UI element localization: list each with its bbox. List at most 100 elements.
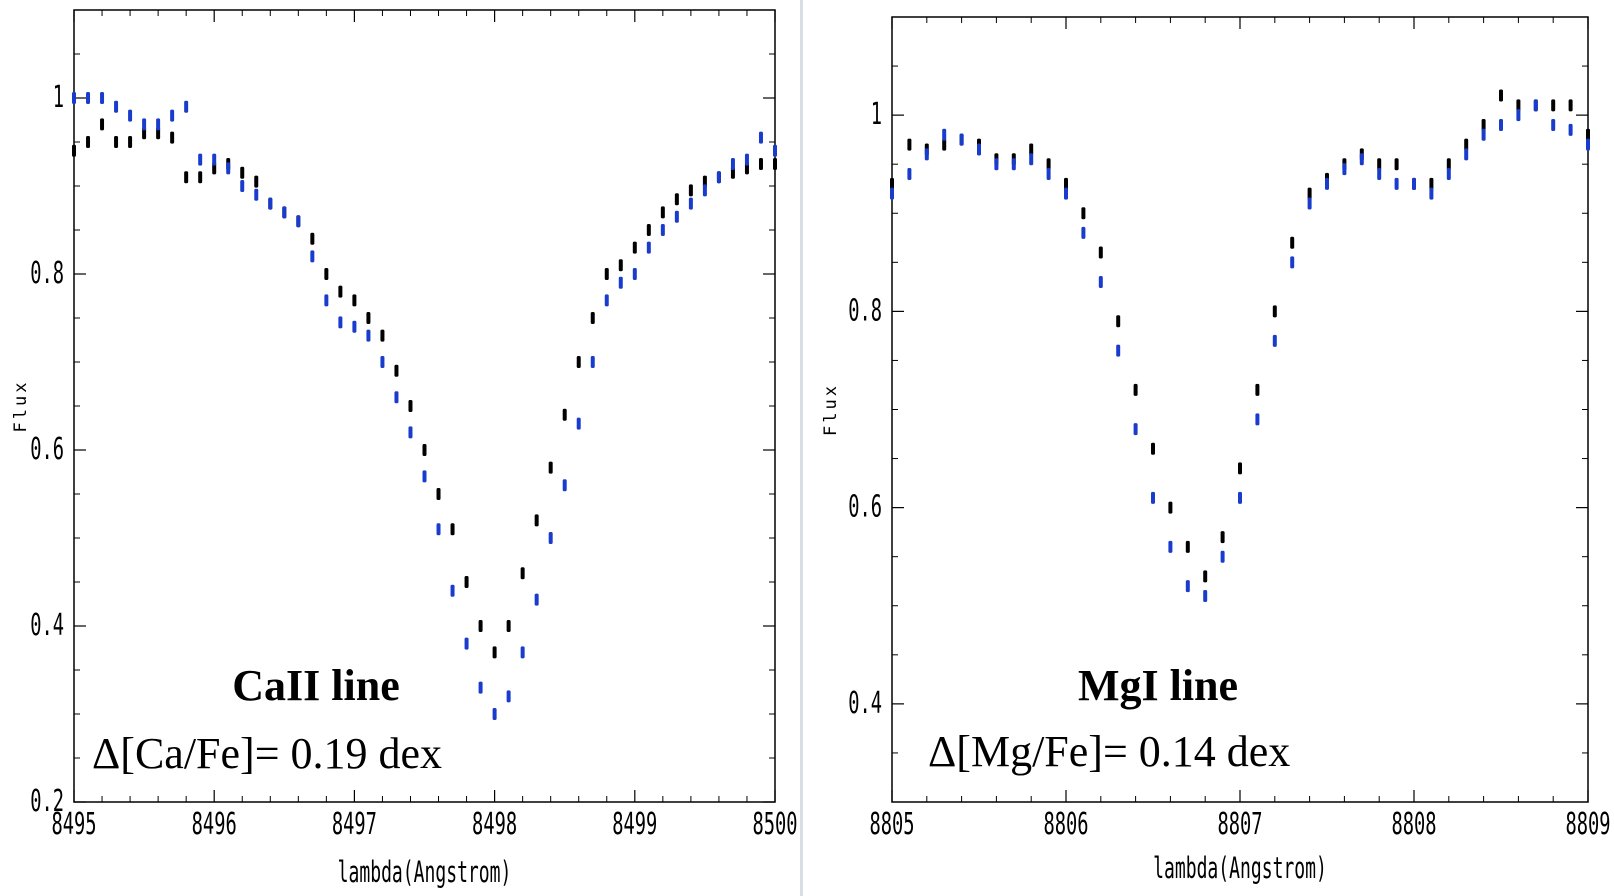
y-tick-label: 0.6	[848, 489, 882, 524]
data-point-black	[1203, 570, 1208, 583]
data-point-black	[1133, 383, 1138, 396]
data-point-black	[1568, 99, 1573, 112]
series-black	[890, 89, 1590, 583]
y-axis-title: Flux	[821, 383, 841, 436]
data-point-blue	[1081, 226, 1086, 239]
x-tick-label: 8805	[869, 806, 914, 841]
data-point-blue	[1533, 99, 1538, 112]
data-point-blue	[310, 250, 315, 263]
line-name-label: CaII line	[232, 661, 399, 710]
data-point-blue	[1220, 550, 1225, 563]
data-point-black	[576, 356, 581, 368]
data-point-blue	[170, 109, 175, 122]
data-point-blue	[688, 197, 693, 210]
data-point-blue	[1185, 580, 1190, 593]
data-point-black	[520, 567, 525, 580]
x-tick-label: 8496	[192, 806, 237, 841]
data-point-blue	[408, 426, 413, 439]
data-point-blue	[590, 356, 595, 368]
data-point-black	[1098, 246, 1103, 259]
data-point-blue	[254, 188, 259, 201]
data-point-blue	[1342, 163, 1347, 176]
data-point-black	[492, 646, 497, 659]
data-point-blue	[268, 197, 273, 210]
data-point-black	[478, 620, 483, 632]
data-point-blue	[1272, 334, 1277, 347]
data-point-black	[674, 193, 679, 206]
data-point-black	[366, 312, 371, 324]
data-point-blue	[1307, 197, 1312, 210]
data-point-blue	[1168, 540, 1173, 553]
data-point-blue	[1011, 158, 1016, 171]
data-point-black	[324, 268, 329, 280]
data-point-blue	[142, 118, 147, 131]
data-point-black	[1185, 540, 1190, 553]
x-tick-label: 8497	[332, 806, 377, 841]
data-point-blue	[478, 681, 483, 694]
data-point-black	[1046, 158, 1051, 171]
data-point-blue	[924, 148, 929, 161]
data-point-black	[240, 166, 245, 179]
cail-panel: 8495 8496 8497 8498 8499 8500 0.2 0.4 0.6 0.8 1 lam…	[11, 9, 798, 889]
data-point-black	[590, 312, 595, 324]
data-point-blue	[959, 133, 964, 146]
abundance-label: Δ[Ca/Fe]= 0.19 dex	[92, 729, 442, 778]
series-blue	[72, 92, 777, 720]
data-point-blue	[702, 184, 707, 197]
data-point-black	[254, 175, 259, 188]
mgi-panel: 8805 8806 8807 8808 8809 0.4 0.6 0.8 1 lambda(Ang…	[821, 16, 1611, 885]
data-point-black	[506, 620, 511, 632]
line-name-label: MgI line	[1078, 661, 1238, 710]
data-point-blue	[366, 329, 371, 342]
data-point-black	[1551, 99, 1556, 112]
data-point-blue	[520, 646, 525, 659]
y-axis-title: Flux	[11, 380, 31, 433]
data-point-blue	[618, 276, 623, 289]
data-point-black	[1429, 177, 1434, 190]
data-point-blue	[1429, 187, 1434, 200]
data-point-black	[632, 241, 637, 254]
data-point-black	[773, 158, 777, 170]
panel-divider	[800, 0, 803, 896]
data-point-black	[72, 144, 76, 157]
y-tick-label: 0.2	[30, 783, 64, 818]
data-point-black	[907, 138, 912, 151]
data-point-black	[1064, 177, 1068, 190]
data-point-blue	[212, 153, 217, 166]
x-tick-label: 8807	[1217, 806, 1262, 841]
data-point-black	[1220, 531, 1225, 544]
data-point-blue	[352, 320, 357, 333]
x-tick-label: 8808	[1391, 806, 1436, 841]
data-point-black	[1464, 138, 1469, 151]
data-point-blue	[296, 215, 301, 228]
data-point-black	[422, 444, 427, 456]
data-point-blue	[1116, 344, 1121, 357]
data-point-black	[170, 131, 175, 144]
data-point-black	[646, 224, 651, 236]
data-point-blue	[548, 532, 553, 544]
data-point-black	[534, 514, 539, 527]
data-point-blue	[464, 637, 469, 650]
data-point-blue	[660, 224, 665, 236]
y-tick-label: 0.8	[848, 293, 882, 328]
data-point-black	[660, 206, 665, 219]
data-point-blue	[1151, 491, 1155, 504]
x-tick-label: 8500	[752, 806, 797, 841]
data-point-black	[758, 158, 763, 170]
data-point-blue	[422, 470, 427, 483]
data-point-blue	[226, 162, 231, 175]
data-point-black	[688, 184, 693, 197]
data-point-black	[1586, 128, 1590, 141]
data-point-black	[942, 138, 947, 151]
data-point-blue	[1098, 275, 1103, 288]
data-point-blue	[1464, 148, 1469, 161]
y-tick-label: 0.4	[848, 685, 882, 720]
data-point-blue	[1325, 177, 1329, 190]
data-point-blue	[1133, 423, 1138, 436]
data-point-black	[1081, 207, 1086, 220]
x-tick-label: 8499	[612, 806, 657, 841]
data-point-black	[464, 576, 469, 588]
data-point-black	[1168, 501, 1173, 514]
